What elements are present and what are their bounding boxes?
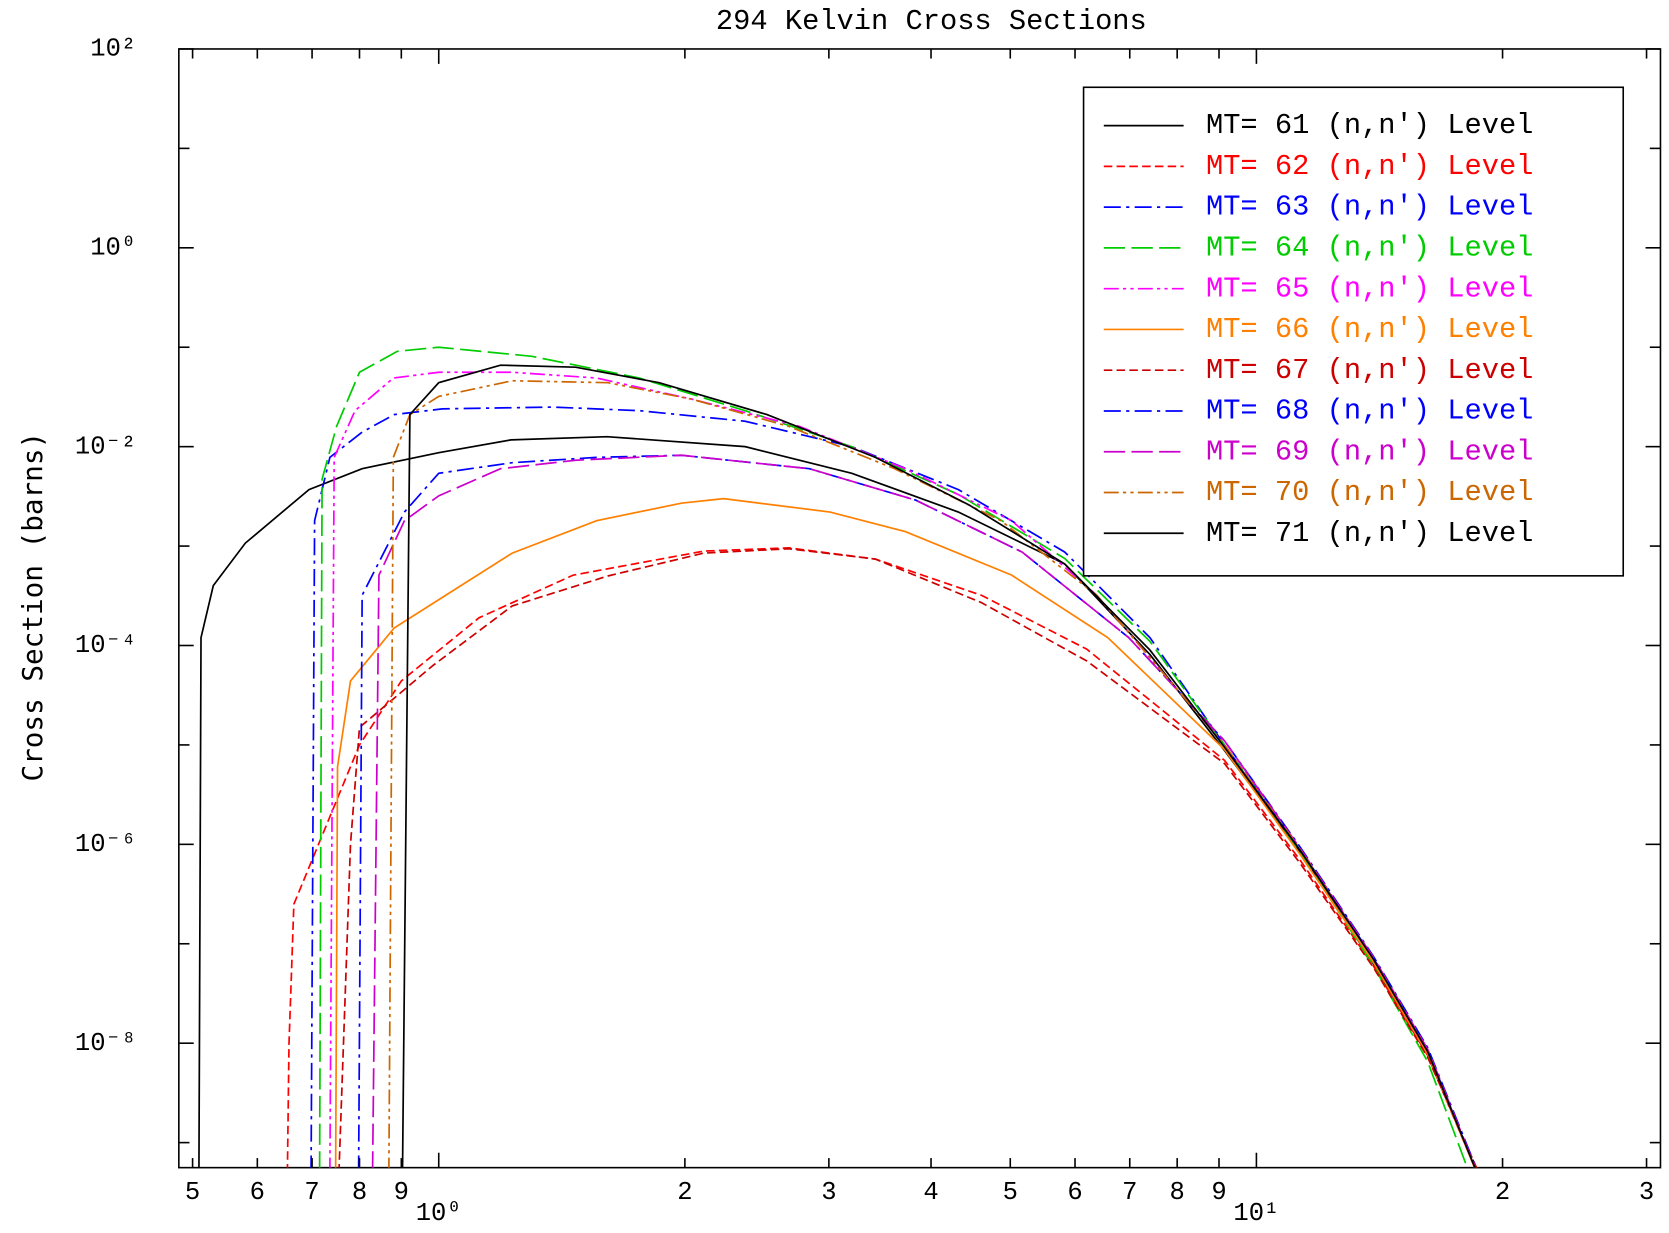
legend-label: MT= 70 (n,n') Level [1206, 476, 1533, 509]
chart-title: 294 Kelvin Cross Sections [716, 5, 1147, 38]
legend-label: MT= 66 (n,n') Level [1206, 313, 1533, 346]
legend-label: MT= 67 (n,n') Level [1206, 354, 1533, 387]
legend-label: MT= 71 (n,n') Level [1206, 517, 1533, 550]
legend-label: MT= 63 (n,n') Level [1206, 191, 1533, 224]
x-tick-label: 5 [1003, 1178, 1018, 1207]
x-tick-label: 4 [923, 1178, 938, 1207]
x-tick-label: 2 [1495, 1178, 1510, 1207]
legend-label: MT= 65 (n,n') Level [1206, 272, 1533, 305]
x-tick-label: 9 [394, 1178, 409, 1207]
legend-label: MT= 61 (n,n') Level [1206, 109, 1533, 142]
x-tick-label: 8 [352, 1178, 367, 1207]
legend-box [1082, 86, 1625, 577]
y-tick-label: 10⁻² [75, 432, 136, 461]
series-line [318, 346, 1469, 1168]
y-tick-label: 10² [90, 35, 136, 64]
series-line [338, 547, 1478, 1168]
x-tick-label: 10¹ [1233, 1199, 1279, 1228]
x-tick-label: 3 [1639, 1178, 1654, 1207]
x-tick-label: 9 [1211, 1178, 1226, 1207]
legend-label: MT= 62 (n,n') Level [1206, 150, 1533, 183]
x-tick-label: 6 [1067, 1178, 1082, 1207]
series-line [334, 497, 1476, 1168]
y-tick-label: 10⁻⁸ [75, 1029, 136, 1058]
y-tick-label: 10⁻⁶ [75, 830, 136, 859]
x-tick-label: 3 [821, 1178, 836, 1207]
y-axis-title: Cross Section (barns) [16, 432, 49, 782]
legend-label: MT= 69 (n,n') Level [1206, 435, 1533, 468]
legend-label: MT= 68 (n,n') Level [1206, 395, 1533, 428]
curves [198, 346, 1478, 1168]
x-tick-label: 7 [1122, 1178, 1137, 1207]
x-tick-label: 2 [677, 1178, 692, 1207]
y-tick-label: 10⁰ [90, 234, 136, 263]
series-line [401, 364, 1476, 1168]
series-line [388, 379, 1476, 1168]
x-tick-label: 8 [1170, 1178, 1185, 1207]
y-tick-label: 10⁻⁴ [75, 631, 136, 660]
x-tick-label: 6 [250, 1178, 265, 1207]
x-tick-label: 10⁰ [416, 1199, 462, 1228]
plot-frame [178, 48, 1662, 1169]
x-tick-label: 5 [185, 1178, 200, 1207]
legend-label: MT= 64 (n,n') Level [1206, 231, 1533, 264]
x-tick-label: 7 [304, 1178, 319, 1207]
series-line [371, 454, 1476, 1168]
